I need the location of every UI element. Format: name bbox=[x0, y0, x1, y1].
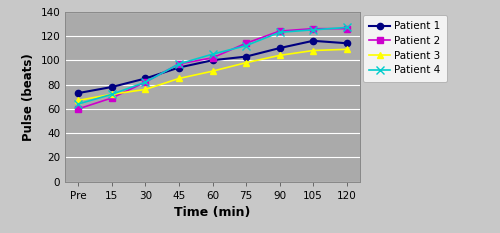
Patient 2 bbox=[176, 62, 182, 65]
Patient 1 bbox=[176, 66, 182, 69]
Patient 2 bbox=[243, 42, 249, 45]
Patient 1 bbox=[344, 42, 349, 45]
Patient 1 bbox=[210, 59, 216, 62]
Patient 2 bbox=[310, 27, 316, 30]
Patient 1 bbox=[109, 86, 115, 88]
Patient 1 bbox=[142, 77, 148, 80]
Patient 2 bbox=[109, 96, 115, 99]
Patient 4 bbox=[344, 26, 349, 29]
Patient 3 bbox=[142, 88, 148, 91]
Line: Patient 2: Patient 2 bbox=[76, 26, 349, 112]
Patient 2 bbox=[210, 56, 216, 59]
Patient 4 bbox=[276, 31, 282, 34]
Patient 1 bbox=[76, 92, 82, 94]
Patient 2 bbox=[344, 27, 349, 30]
Y-axis label: Pulse (beats): Pulse (beats) bbox=[22, 53, 35, 140]
Patient 3 bbox=[344, 48, 349, 51]
X-axis label: Time (min): Time (min) bbox=[174, 206, 250, 219]
Patient 4 bbox=[210, 53, 216, 56]
Patient 4 bbox=[142, 81, 148, 83]
Patient 3 bbox=[176, 77, 182, 80]
Patient 4 bbox=[310, 28, 316, 31]
Patient 1 bbox=[243, 55, 249, 58]
Line: Patient 4: Patient 4 bbox=[74, 23, 351, 108]
Patient 3 bbox=[109, 93, 115, 96]
Line: Patient 3: Patient 3 bbox=[76, 46, 349, 103]
Line: Patient 1: Patient 1 bbox=[76, 38, 349, 96]
Patient 4 bbox=[109, 93, 115, 96]
Patient 2 bbox=[76, 107, 82, 110]
Patient 1 bbox=[310, 39, 316, 42]
Patient 4 bbox=[176, 62, 182, 65]
Patient 2 bbox=[276, 30, 282, 32]
Patient 3 bbox=[310, 49, 316, 52]
Patient 3 bbox=[276, 54, 282, 57]
Patient 2 bbox=[142, 81, 148, 83]
Patient 1 bbox=[276, 47, 282, 49]
Patient 4 bbox=[76, 103, 82, 105]
Patient 3 bbox=[243, 61, 249, 64]
Legend: Patient 1, Patient 2, Patient 3, Patient 4: Patient 1, Patient 2, Patient 3, Patient… bbox=[363, 15, 446, 82]
Patient 4 bbox=[243, 44, 249, 47]
Patient 3 bbox=[76, 99, 82, 102]
Patient 3 bbox=[210, 70, 216, 73]
